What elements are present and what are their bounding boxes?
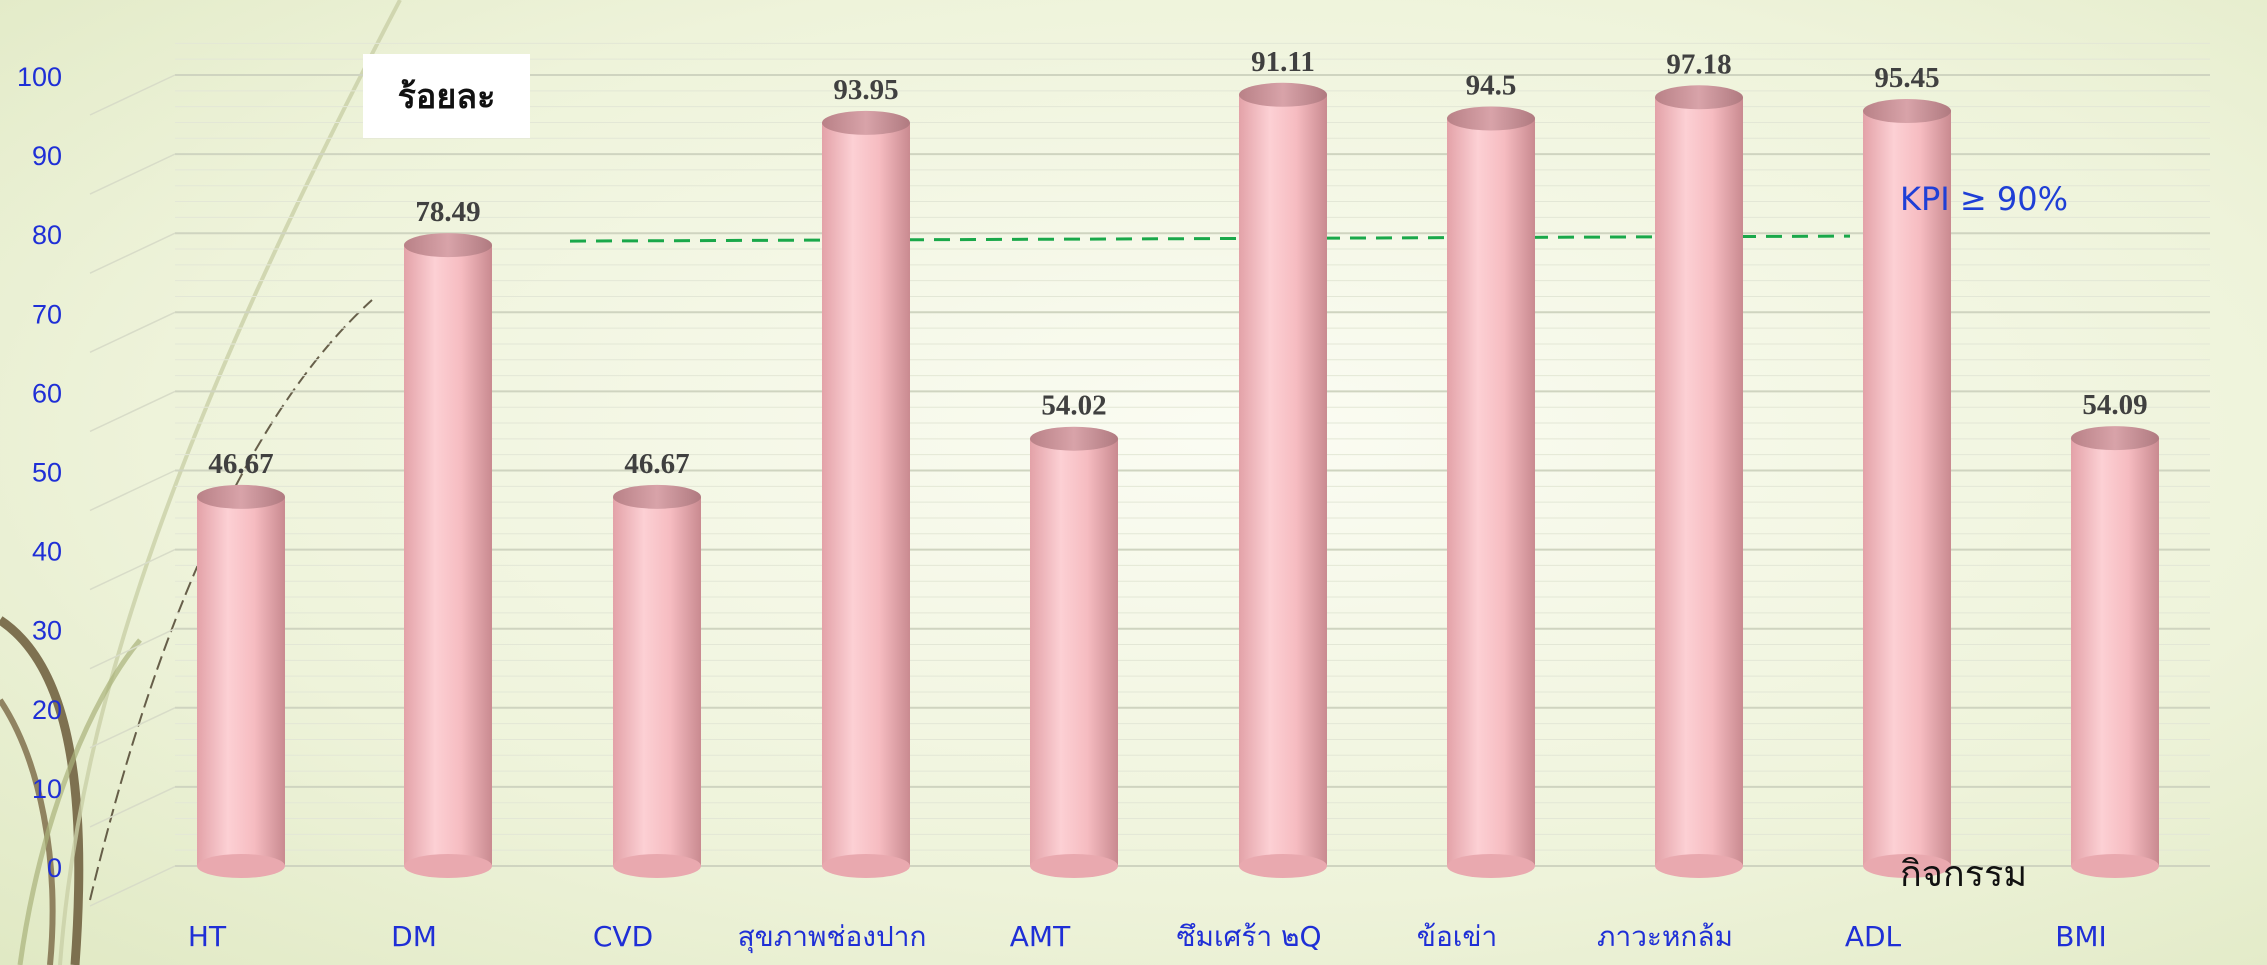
- bar-cap: [2071, 426, 2159, 451]
- gridline: [89, 232, 176, 274]
- gridline: [89, 707, 176, 749]
- x-tick-label: AMT: [1010, 920, 1071, 953]
- gridline: [89, 628, 176, 670]
- gridline: [89, 153, 176, 195]
- data-label: 95.45: [1874, 62, 1939, 94]
- gridline: [89, 311, 176, 353]
- bar-cap: [1030, 426, 1118, 451]
- bar-cap: [613, 484, 701, 509]
- bar-cap: [1655, 85, 1743, 110]
- gridline: [89, 548, 176, 591]
- kpi-label: KPI ≥ 90%: [1900, 180, 2068, 218]
- bar-cap: [1863, 98, 1951, 123]
- bar: [2071, 438, 2159, 866]
- y-tick-label: 60: [32, 378, 62, 408]
- gridline: [89, 786, 176, 828]
- bar: [404, 245, 492, 866]
- x-tick-label: ซึมเศร้า ๒Q: [1177, 920, 1322, 953]
- x-tick-label: สุขภาพช่องปาก: [738, 920, 927, 954]
- y-tick-label: 40: [32, 537, 62, 567]
- x-tick-label: BMI: [2055, 920, 2107, 953]
- bar: [197, 496, 285, 866]
- x-tick-label: ภาวะหกล้ม: [1597, 920, 1733, 953]
- decorative-swoosh: [58, 0, 402, 965]
- y-tick-label: 10: [32, 774, 62, 804]
- bar-base: [2071, 854, 2159, 878]
- bar: [1863, 110, 1951, 867]
- data-label: 54.02: [1041, 390, 1106, 422]
- gridline: [89, 469, 176, 512]
- y-axis-title: ร้อยละ: [363, 54, 530, 138]
- data-label: 46.67: [208, 448, 273, 480]
- bar-base: [1655, 854, 1743, 878]
- y-tick-label: 70: [32, 299, 62, 329]
- bar-base: [613, 854, 701, 878]
- data-label: 54.09: [2082, 389, 2147, 421]
- data-label: 94.5: [1466, 70, 1517, 102]
- y-tick-label: 100: [17, 62, 62, 92]
- gridline: [89, 865, 176, 907]
- x-axis-title: กิจกรรม: [1900, 854, 2028, 895]
- x-tick-label: ข้อเข่า: [1417, 920, 1497, 953]
- x-tick-label: HT: [188, 920, 227, 953]
- decorative-swoosh: [17, 638, 142, 965]
- bar-cap: [197, 484, 285, 509]
- data-label: 46.67: [624, 448, 689, 480]
- y-tick-label: 90: [32, 141, 62, 171]
- bar: [1239, 94, 1327, 866]
- data-label: 91.11: [1251, 46, 1315, 78]
- bar: [1655, 97, 1743, 866]
- x-tick-label: ADL: [1845, 920, 1902, 953]
- gridline: [89, 390, 176, 433]
- bar-base: [197, 854, 285, 878]
- bar-cap: [1239, 82, 1327, 107]
- bar-base: [822, 854, 910, 878]
- decorative-swoosh: [0, 698, 56, 965]
- bar-base: [1239, 854, 1327, 878]
- bar-base: [1863, 854, 1951, 878]
- bar-base: [404, 854, 492, 878]
- y-tick-label: 20: [32, 695, 62, 725]
- bar-cap: [404, 233, 492, 258]
- y-tick-label: 30: [32, 616, 62, 646]
- bar: [1030, 438, 1118, 866]
- data-label: 78.49: [415, 196, 480, 228]
- gridline: [89, 74, 176, 116]
- bar-cap: [1447, 106, 1535, 131]
- x-tick-label: DM: [391, 920, 437, 953]
- x-tick-label: CVD: [593, 920, 653, 953]
- bar-base: [1030, 854, 1118, 878]
- bar: [613, 496, 701, 866]
- data-label: 93.95: [833, 74, 898, 106]
- y-tick-label: 0: [47, 853, 62, 883]
- bar: [822, 122, 910, 867]
- data-label: 97.18: [1666, 48, 1731, 80]
- kpi-reference-line: [569, 234, 1851, 243]
- bar-base: [1447, 854, 1535, 878]
- bar-cap: [822, 110, 910, 135]
- y-tick-label: 80: [32, 220, 62, 250]
- y-tick-label: 50: [32, 458, 62, 488]
- bar: [1447, 118, 1535, 866]
- decorative-swoosh: [0, 616, 84, 965]
